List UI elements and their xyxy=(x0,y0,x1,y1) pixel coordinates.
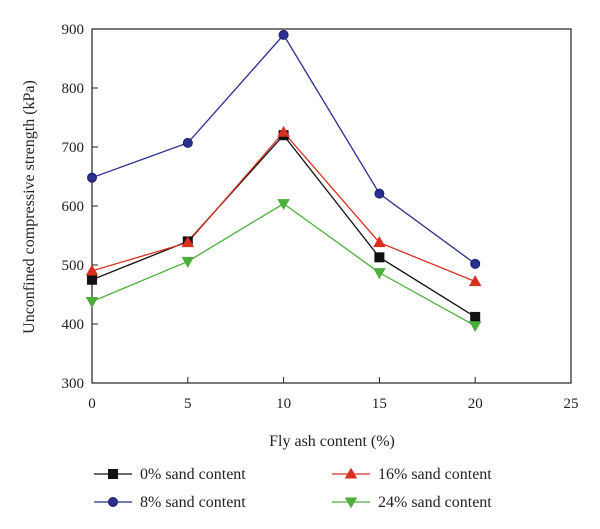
x-tick-label: 15 xyxy=(372,396,387,412)
data-point-2-1 xyxy=(181,236,195,248)
legend-label: 8% sand content xyxy=(140,494,246,511)
x-tick-label: 25 xyxy=(564,396,579,412)
series-markers xyxy=(85,29,482,333)
legend-item-0: 0% sand content xyxy=(94,466,246,483)
legend-label: 16% sand content xyxy=(378,466,492,483)
data-point-3-1 xyxy=(181,256,195,268)
legend-marker xyxy=(108,469,118,479)
legend-label: 0% sand content xyxy=(140,466,246,483)
legend-item-2: 16% sand content xyxy=(332,466,492,483)
x-tick-label: 10 xyxy=(276,396,291,412)
data-point-0-4 xyxy=(470,311,481,322)
data-point-3-2 xyxy=(277,199,290,211)
y-tick-label: 500 xyxy=(62,258,85,274)
data-point-3-0 xyxy=(85,297,99,308)
legend-marker xyxy=(344,497,358,509)
data-point-1-3 xyxy=(374,188,385,199)
x-axis-title: Fly ash content (%) xyxy=(269,433,395,450)
x-tick-label: 5 xyxy=(184,396,192,412)
plot-area-border xyxy=(91,28,572,384)
data-point-2-3 xyxy=(373,236,386,248)
legend: 0% sand content 8% sand content 16% sand c… xyxy=(94,466,492,511)
series-line-1 xyxy=(91,33,476,265)
series-lines xyxy=(91,33,476,327)
data-point-2-4 xyxy=(468,275,482,287)
y-tick-label: 800 xyxy=(62,81,85,97)
y-tick-label: 300 xyxy=(62,376,85,392)
data-point-3-3 xyxy=(373,268,386,280)
legend-item-1: 8% sand content xyxy=(94,494,246,511)
legend-item-3: 24% sand content xyxy=(332,494,492,511)
data-point-1-4 xyxy=(470,258,481,269)
data-point-1-2 xyxy=(278,29,289,40)
data-point-1-0 xyxy=(87,172,97,183)
data-point-0-3 xyxy=(374,252,385,263)
legend-marker xyxy=(344,467,358,479)
x-tick-label: 0 xyxy=(88,396,96,412)
y-tick-label: 400 xyxy=(62,317,85,333)
y-axis-title: Unconfined compressive strength (kPa) xyxy=(21,80,38,334)
series-line-0 xyxy=(91,134,476,318)
y-tick-label: 600 xyxy=(62,199,85,215)
data-point-3-4 xyxy=(468,321,482,333)
x-axis-ticks: 0 5 10 15 20 25 xyxy=(88,377,579,412)
plot-frame xyxy=(91,28,572,384)
data-point-1-1 xyxy=(182,137,193,148)
y-axis-ticks: 300 400 500 600 700 800 900 xyxy=(62,22,98,392)
x-tick-label: 20 xyxy=(468,396,483,412)
legend-label: 24% sand content xyxy=(378,494,492,511)
y-tick-label: 700 xyxy=(62,140,85,156)
legend-marker xyxy=(108,497,118,507)
data-point-2-2 xyxy=(277,125,290,137)
y-tick-label: 900 xyxy=(62,22,85,38)
data-point-0-0 xyxy=(87,274,97,285)
data-point-2-0 xyxy=(85,264,99,276)
